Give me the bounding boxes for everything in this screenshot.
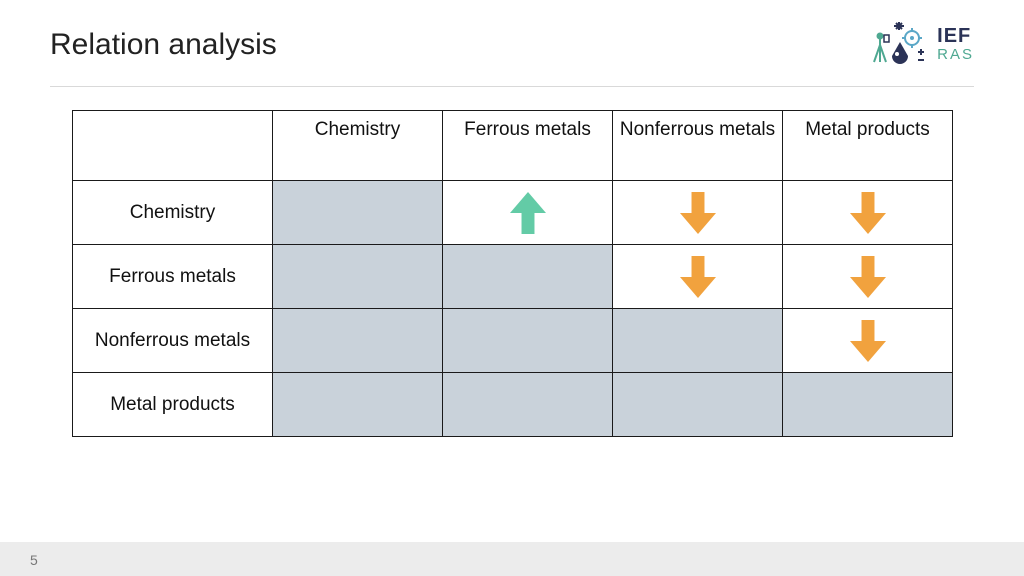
col-header: Ferrous metals (443, 111, 613, 181)
table-cell (613, 373, 783, 437)
up-arrow-icon (510, 192, 546, 234)
table-row: Nonferrous metals (73, 309, 953, 373)
relation-table: Chemistry Ferrous metals Nonferrous meta… (72, 110, 953, 437)
table-cell (783, 245, 953, 309)
table-cell (783, 373, 953, 437)
page-number: 5 (30, 552, 38, 568)
down-arrow-icon (850, 256, 886, 298)
table-cell (783, 181, 953, 245)
down-arrow-icon (680, 256, 716, 298)
row-header: Metal products (73, 373, 273, 437)
col-header: Metal products (783, 111, 953, 181)
col-header: Chemistry (273, 111, 443, 181)
table-cell (613, 181, 783, 245)
table-cell (273, 181, 443, 245)
table-header-row: Chemistry Ferrous metals Nonferrous meta… (73, 111, 953, 181)
down-arrow-icon (680, 192, 716, 234)
row-header: Ferrous metals (73, 245, 273, 309)
table-cell (273, 309, 443, 373)
logo: IEF RAS (872, 20, 974, 68)
table-cell (783, 309, 953, 373)
table-row: Ferrous metals (73, 245, 953, 309)
table-cell (273, 373, 443, 437)
table-cell (443, 309, 613, 373)
table-cell (273, 245, 443, 309)
down-arrow-icon (850, 320, 886, 362)
table-cell (613, 245, 783, 309)
logo-line2: RAS (937, 47, 974, 63)
corner-cell (73, 111, 273, 181)
table-row: Metal products (73, 373, 953, 437)
logo-line1: IEF (937, 26, 974, 47)
footer-bar (0, 542, 1024, 576)
relation-table-container: Chemistry Ferrous metals Nonferrous meta… (72, 110, 952, 437)
down-arrow-icon (850, 192, 886, 234)
row-header: Nonferrous metals (73, 309, 273, 373)
col-header: Nonferrous metals (613, 111, 783, 181)
table-cell (443, 373, 613, 437)
divider (50, 86, 974, 87)
logo-icon-cluster (872, 20, 927, 68)
table-cell (443, 181, 613, 245)
table-row: Chemistry (73, 181, 953, 245)
table-cell (443, 245, 613, 309)
row-header: Chemistry (73, 181, 273, 245)
page-title: Relation analysis (50, 28, 277, 62)
table-cell (613, 309, 783, 373)
logo-text: IEF RAS (937, 26, 974, 63)
